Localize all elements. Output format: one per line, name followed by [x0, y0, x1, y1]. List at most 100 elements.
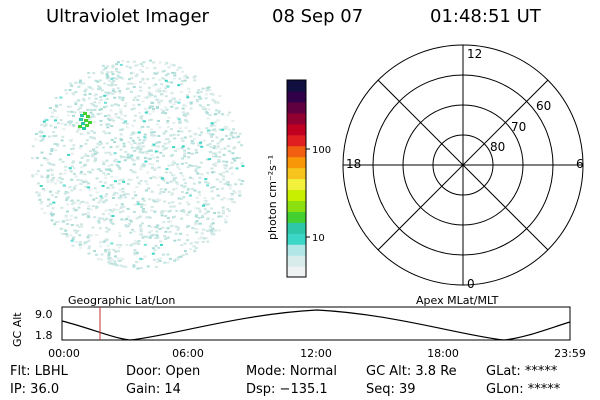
image-pixel: [90, 153, 94, 156]
image-pixel: [64, 229, 68, 232]
image-pixel: [131, 243, 135, 246]
image-pixel: [212, 163, 216, 166]
colorbar-tick-label-100: 100: [312, 145, 331, 156]
image-pixel: [172, 174, 176, 177]
image-pixel: [100, 253, 104, 256]
image-pixel: [107, 228, 111, 231]
timeline-ytick-bottom: 1.8: [35, 329, 53, 342]
image-pixel: [96, 85, 100, 88]
image-pixel: [173, 239, 177, 242]
image-pixel: [162, 177, 166, 180]
image-pixel: [124, 224, 128, 227]
image-pixel: [114, 103, 117, 106]
image-pixel: [93, 160, 97, 163]
image-pixel: [193, 223, 197, 226]
image-pixel: [132, 104, 136, 107]
image-pixel: [114, 115, 118, 118]
image-pixel: [121, 128, 124, 131]
image-pixel: [172, 205, 176, 208]
image-pixel: [158, 192, 162, 195]
image-pixel-bright: [124, 120, 128, 123]
image-pixel: [132, 99, 136, 102]
image-pixel: [129, 169, 133, 171]
status-flt: Flt: LBHL: [10, 364, 68, 379]
image-pixel: [148, 157, 152, 160]
image-pixel: [173, 77, 177, 80]
image-pixel: [156, 156, 159, 159]
image-pixel: [218, 155, 222, 158]
image-pixel: [70, 165, 74, 168]
image-pixel: [70, 110, 74, 113]
image-pixel: [53, 223, 57, 226]
image-pixel: [139, 168, 143, 171]
image-pixel: [51, 111, 54, 114]
image-pixel: [138, 226, 142, 229]
image-pixel: [214, 229, 218, 232]
image-pixel: [206, 240, 210, 243]
image-pixel: [54, 196, 58, 198]
image-pixel: [201, 214, 204, 217]
image-pixel: [205, 229, 209, 232]
image-pixel-bright: [42, 135, 46, 138]
image-pixel: [87, 252, 91, 255]
image-pixel: [160, 214, 164, 217]
image-pixel: [82, 181, 86, 183]
image-pixel: [52, 164, 56, 166]
image-pixel: [150, 234, 153, 237]
image-pixel: [57, 220, 61, 223]
image-pixel: [87, 207, 90, 210]
image-pixel: [84, 179, 87, 182]
image-pixel: [104, 177, 108, 179]
colorbar-segment: [287, 178, 306, 191]
image-pixel-bright: [152, 143, 156, 146]
image-pixel: [144, 216, 148, 219]
image-pixel: [117, 71, 121, 74]
image-pixel: [196, 166, 200, 169]
image-pixel-blob: [84, 119, 88, 122]
image-pixel: [99, 112, 103, 115]
image-pixel: [221, 206, 225, 209]
image-pixel: [74, 184, 78, 187]
image-pixel: [48, 107, 52, 109]
image-pixel: [148, 95, 152, 98]
colorbar-segment: [287, 90, 306, 103]
image-pixel: [209, 92, 213, 95]
image-pixel: [211, 133, 215, 136]
image-pixel: [87, 76, 91, 79]
image-pixel: [149, 149, 153, 152]
image-pixel: [240, 144, 244, 147]
image-pixel: [61, 135, 65, 138]
image-pixel: [54, 221, 58, 223]
image-pixel: [167, 164, 171, 167]
image-pixel: [162, 148, 166, 151]
image-pixel: [180, 217, 184, 220]
image-pixel: [105, 230, 109, 233]
image-pixel: [100, 197, 104, 200]
image-pixel-bright: [137, 131, 141, 134]
image-pixel: [50, 181, 54, 184]
image-pixel: [218, 128, 222, 131]
image-pixel: [136, 99, 140, 101]
image-pixel: [147, 93, 151, 96]
image-pixel: [193, 75, 197, 78]
image-pixel: [159, 151, 163, 154]
image-pixel: [152, 234, 156, 237]
image-pixel: [189, 102, 193, 105]
timeline-ylabel: GC Alt: [11, 312, 24, 347]
image-pixel: [112, 208, 116, 211]
image-pixel: [216, 119, 220, 122]
image-pixel: [165, 108, 169, 111]
image-pixel: [168, 100, 172, 103]
image-pixel: [61, 233, 65, 235]
image-pixel: [72, 144, 76, 147]
image-pixel: [126, 193, 130, 196]
image-pixel: [121, 210, 125, 213]
image-pixel: [238, 194, 242, 197]
image-pixel: [66, 223, 70, 225]
colorbar-segment: [287, 211, 306, 223]
image-pixel: [84, 212, 87, 215]
image-pixel: [183, 182, 187, 185]
image-pixel: [95, 233, 99, 236]
image-pixel: [113, 141, 117, 144]
image-pixel: [108, 115, 111, 118]
